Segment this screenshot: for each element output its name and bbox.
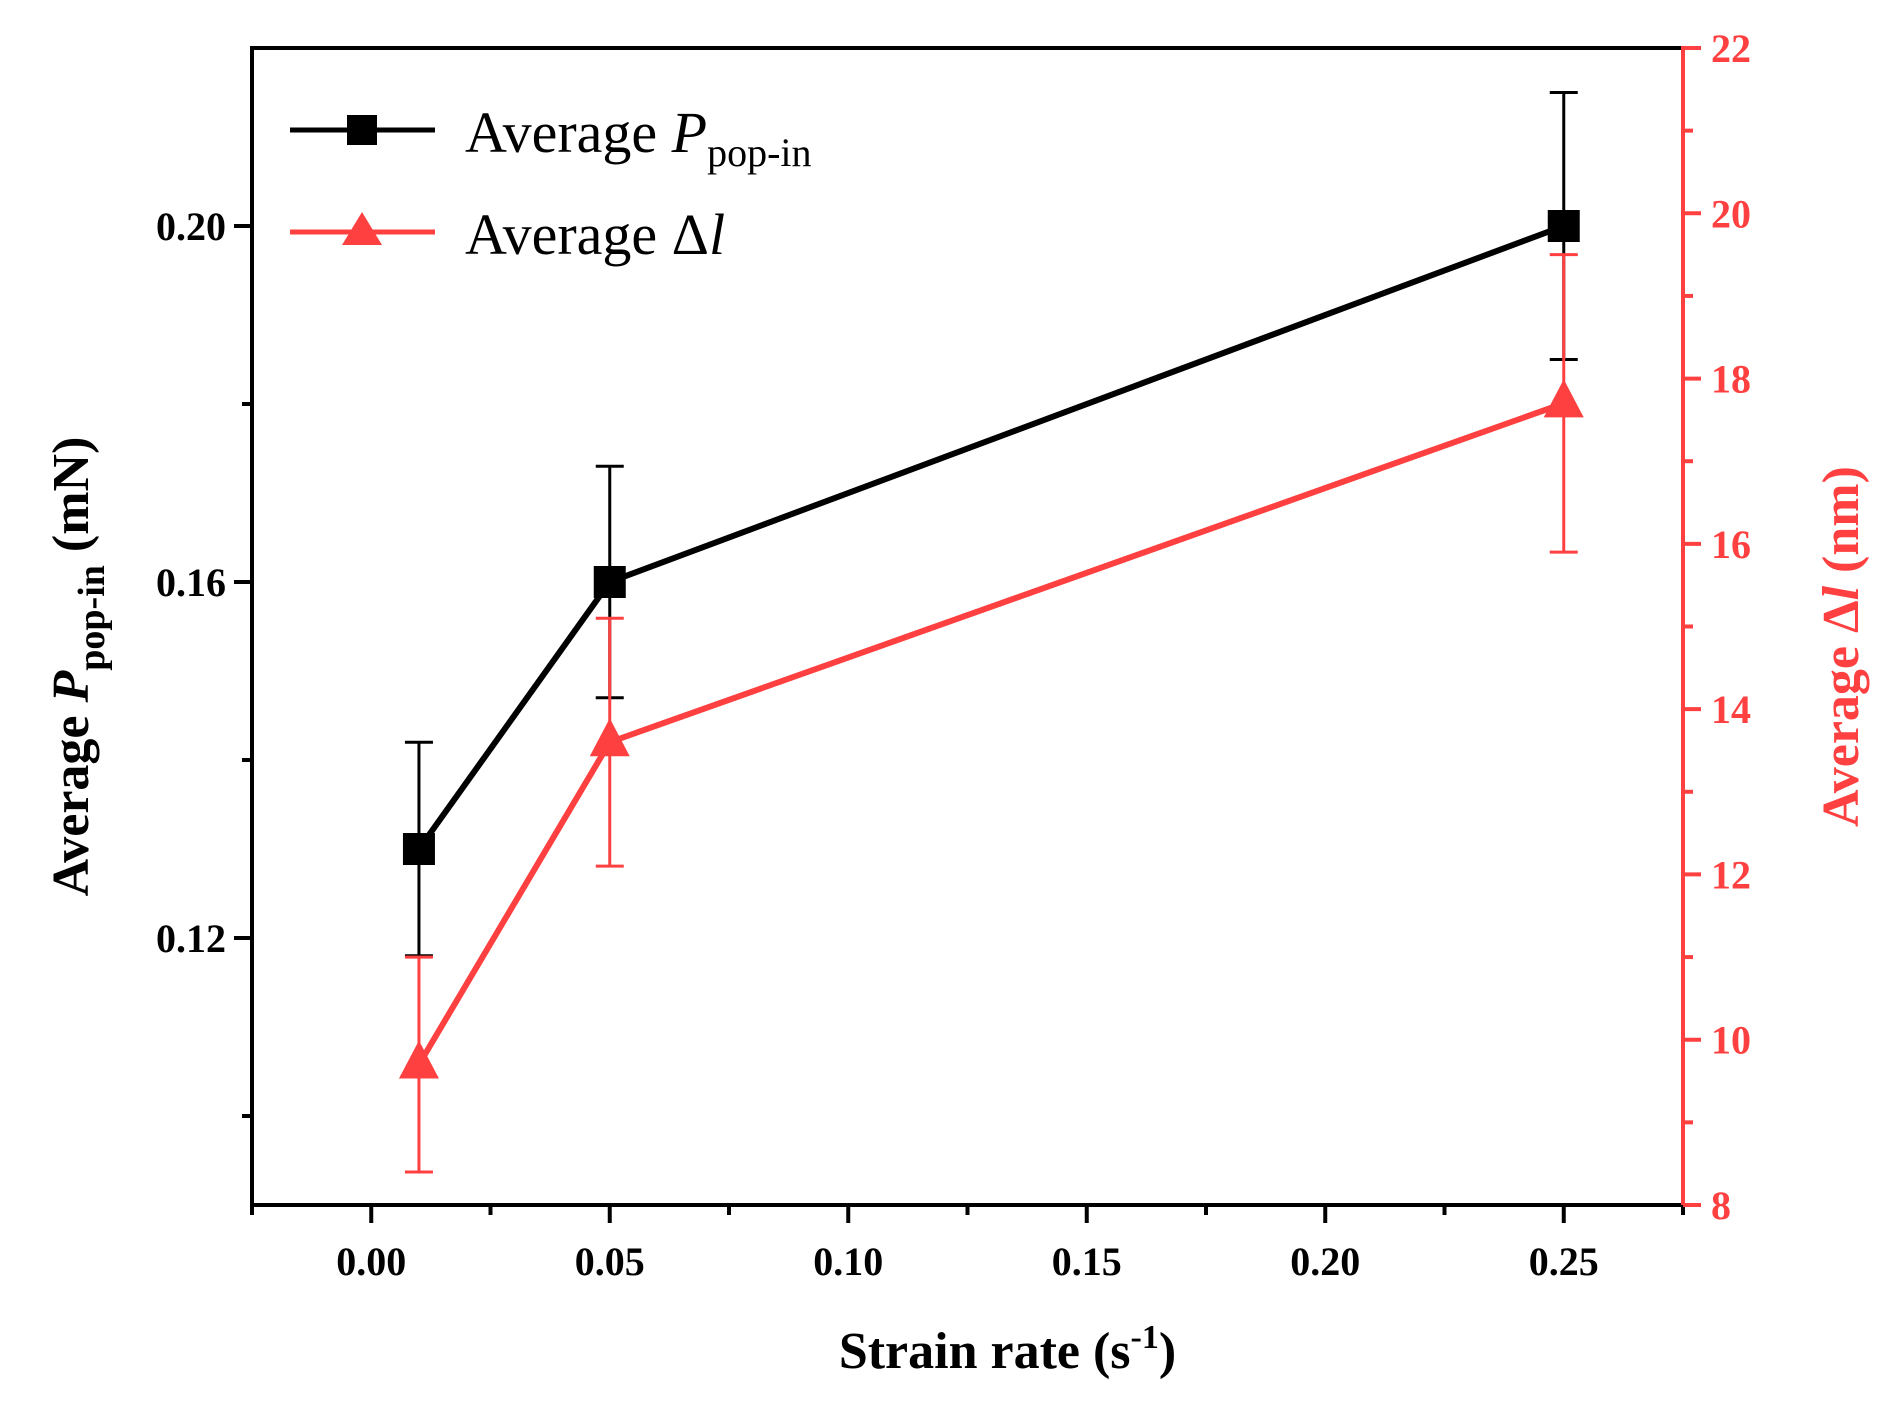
- right-y-axis-title: Average Δl (nm): [1813, 466, 1870, 827]
- x-axis-title-end: ): [1159, 1323, 1176, 1380]
- series-line: [416, 400, 1565, 1067]
- right-y-tick-label: 14: [1711, 687, 1751, 732]
- x-axis-title-main: Strain rate (s: [839, 1323, 1131, 1380]
- right-y-axis-ticks: 8 10 12 14 16 18 20 22: [1683, 26, 1751, 1228]
- left-y-axis-title: Average Ppop-in (mN): [43, 437, 113, 897]
- right-y-tick-label: 12: [1711, 852, 1751, 897]
- left-y-title-italic: P: [43, 669, 100, 703]
- left-y-tick-label: 0.20: [156, 204, 226, 249]
- data-point-triangle: [398, 1040, 439, 1079]
- x-tick-label: 0.20: [1290, 1239, 1360, 1284]
- x-tick-label: 0.10: [813, 1239, 883, 1284]
- right-y-tick-label: 10: [1711, 1018, 1751, 1063]
- left-y-title-prefix: Average: [43, 702, 100, 896]
- legend-label-delta-l: Average Δl: [465, 202, 725, 267]
- data-point-square: [402, 833, 435, 865]
- legend-item-p-popin: Average Ppop-in: [290, 100, 812, 175]
- legend-label-p-sub: pop-in: [707, 130, 811, 175]
- x-tick-label: 0.00: [336, 1239, 406, 1284]
- x-tick-label: 0.15: [1052, 1239, 1122, 1284]
- series-1: [398, 253, 1584, 1174]
- right-y-tick-label: 20: [1711, 191, 1751, 236]
- left-y-title-sub: pop-in: [71, 565, 113, 671]
- left-y-axis-ticks: 0.12 0.16 0.20: [156, 204, 252, 1118]
- right-y-title-suffix: (nm): [1813, 466, 1870, 586]
- right-y-tick-label: 8: [1711, 1183, 1731, 1228]
- legend-label-p-italic: P: [671, 100, 707, 165]
- legend-label-p-popin: Average Ppop-in: [465, 100, 812, 175]
- right-y-title-prefix: Average Δ: [1813, 600, 1870, 827]
- legend-label-dl-italic: l: [709, 202, 725, 267]
- series-layer: [398, 91, 1584, 1174]
- right-y-title-italic: l: [1813, 585, 1870, 600]
- right-y-tick-label: 18: [1711, 357, 1751, 402]
- legend-label-dl-prefix: Average Δ: [465, 202, 709, 267]
- legend-square-marker: [347, 115, 377, 145]
- x-axis-title: Strain rate (s-1): [839, 1319, 1176, 1380]
- left-y-tick-label: 0.16: [156, 560, 226, 605]
- data-point-triangle: [589, 718, 630, 757]
- right-y-tick-label: 16: [1711, 522, 1751, 567]
- data-point-square: [1547, 210, 1580, 242]
- x-axis-ticks: 0.00 0.05 0.10 0.15 0.20 0.25: [250, 1205, 1685, 1284]
- left-y-title-suffix: (mN): [43, 437, 100, 566]
- legend: Average Ppop-in Average Δl: [290, 100, 812, 267]
- data-point-triangle: [1543, 379, 1584, 418]
- legend-label-p-prefix: Average: [465, 100, 672, 165]
- legend-triangle-marker: [342, 212, 382, 245]
- left-y-tick-label: 0.12: [156, 916, 226, 961]
- x-axis-title-sup: -1: [1131, 1319, 1159, 1356]
- x-tick-label: 0.25: [1529, 1239, 1599, 1284]
- data-point-square: [593, 566, 626, 598]
- right-y-tick-label: 22: [1711, 26, 1751, 71]
- legend-item-delta-l: Average Δl: [290, 202, 725, 267]
- x-tick-label: 0.05: [575, 1239, 645, 1284]
